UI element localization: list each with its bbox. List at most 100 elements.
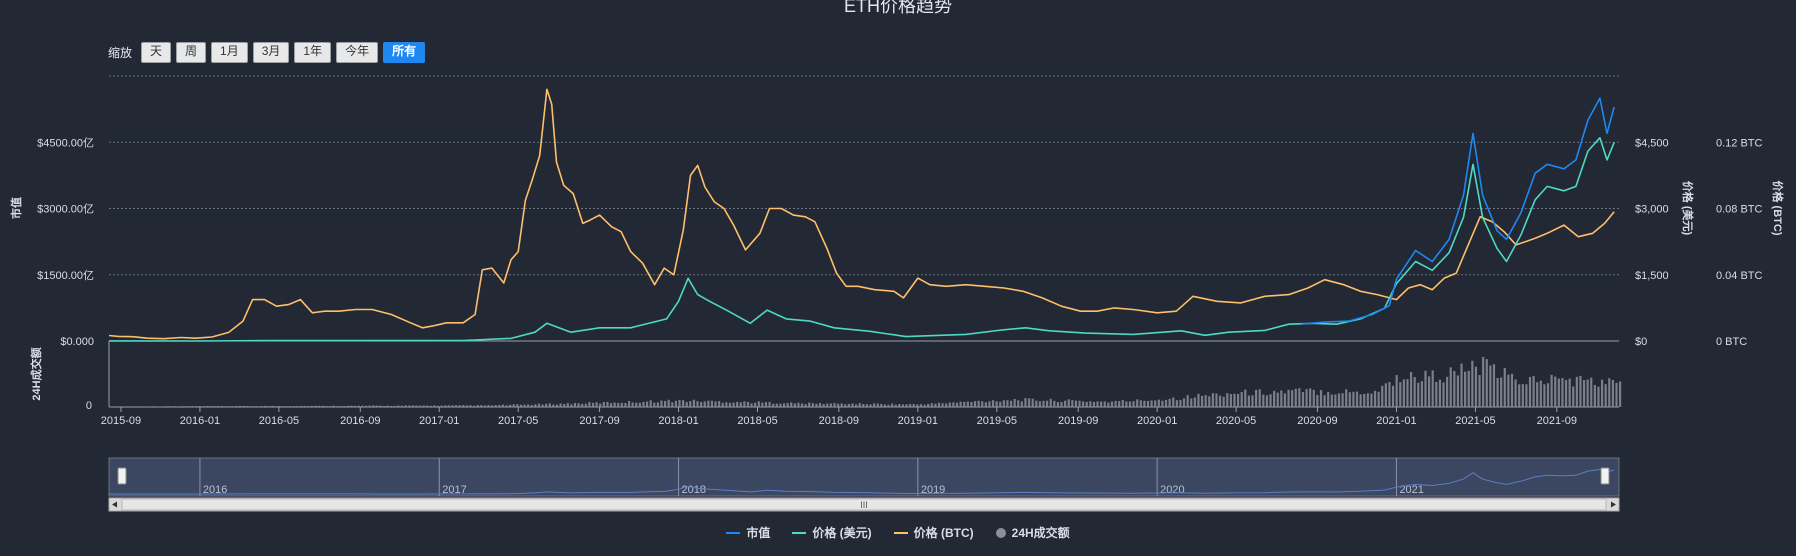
volume-bar: [501, 404, 505, 407]
volume-bar: [159, 406, 162, 407]
x-tick-label: 2020-05: [1216, 415, 1256, 427]
volume-bar: [1554, 376, 1557, 407]
zoom-button-1year[interactable]: 1年: [294, 42, 332, 63]
volume-bar: [1615, 382, 1618, 407]
volume-bar: [1305, 389, 1308, 407]
volume-bar: [361, 405, 364, 407]
zoom-button-all[interactable]: 所有: [383, 42, 426, 63]
volume-bar: [847, 403, 850, 407]
volume-bar: [1139, 400, 1142, 407]
navigator-year-label: 2018: [682, 484, 706, 496]
volume-bar: [591, 402, 595, 407]
volume-bar: [642, 401, 645, 407]
right-usd-tick-label: $1,500: [1635, 270, 1669, 282]
volume-bar: [145, 406, 148, 407]
volume-bar: [645, 401, 649, 407]
volume-bar: [444, 405, 447, 407]
volume-bar: [1402, 379, 1405, 407]
volume-bar: [534, 404, 537, 407]
volume-bar: [1586, 379, 1589, 407]
volume-bar: [314, 405, 317, 407]
volume-bar: [357, 405, 360, 407]
volume-bar: [1474, 366, 1478, 407]
scroll-right-icon[interactable]: [1611, 501, 1616, 508]
volume-bar: [862, 403, 865, 407]
volume-bar: [130, 406, 133, 407]
volume-bar: [1543, 384, 1546, 407]
volume-bar: [1435, 381, 1438, 407]
navigator[interactable]: 2016 2017 2018 2019 2020 2021 III: [108, 457, 1620, 512]
volume-bar: [1373, 390, 1377, 407]
volume-bar: [1579, 375, 1582, 407]
zoom-button-3month[interactable]: 3月: [252, 42, 290, 63]
legend-item[interactable]: 24H成交额: [995, 524, 1070, 541]
volume-bar: [1255, 389, 1258, 407]
volume-bar: [1038, 401, 1041, 407]
volume-bar: [613, 402, 616, 407]
navigator-series-line: [109, 468, 1615, 495]
volume-bar: [736, 401, 739, 407]
legend-item[interactable]: 价格 (美元): [792, 524, 872, 541]
volume-bar: [166, 406, 169, 407]
legend-item[interactable]: 市值: [726, 524, 770, 541]
volume-bar: [274, 406, 277, 407]
volume-bar: [1002, 400, 1005, 407]
volume-bar: [854, 404, 858, 407]
volume-bar: [999, 401, 1002, 407]
legend: 市值 价格 (美元) 价格 (BTC) 24H成交额: [0, 524, 1796, 541]
volume-bar: [1417, 382, 1420, 407]
volume-bar: [418, 405, 422, 407]
legend-item[interactable]: 价格 (BTC): [893, 524, 974, 541]
volume-bar: [559, 403, 562, 407]
volume-bar: [202, 406, 205, 407]
right-usd-tick-label: $3,000: [1635, 204, 1669, 216]
volume-bar: [227, 406, 231, 407]
volume-bar: [422, 405, 425, 407]
zoom-button-1month[interactable]: 1月: [211, 42, 248, 63]
volume-bar: [1017, 400, 1020, 407]
volume-bar: [836, 403, 840, 407]
zoom-button-week[interactable]: 周: [176, 42, 207, 63]
volume-bar: [991, 400, 995, 407]
volume-bar: [566, 403, 569, 407]
volume-bar: [973, 401, 977, 407]
volume-bar: [1619, 381, 1622, 407]
volume-bar: [1283, 393, 1287, 407]
volume-bar: [1247, 395, 1251, 407]
volume-bar: [1478, 375, 1481, 407]
scrollbar-thumb[interactable]: [121, 498, 1607, 511]
volume-bar: [1611, 379, 1614, 407]
volume-bar: [1564, 380, 1568, 407]
scroll-left-icon[interactable]: [112, 501, 117, 508]
volume-bar: [249, 406, 252, 407]
zoom-button-ytd[interactable]: 今年: [336, 42, 379, 63]
volume-axis-title: 24H成交额: [29, 347, 43, 400]
volume-bar: [1363, 394, 1366, 407]
volume-bar: [123, 406, 126, 407]
volume-bar: [869, 404, 872, 407]
volume-bar: [1200, 395, 1204, 407]
volume-bar: [1136, 399, 1139, 407]
volume-bar: [761, 402, 764, 407]
volume-bar: [278, 406, 281, 407]
volume-bar: [184, 406, 187, 407]
volume-bar: [808, 402, 811, 407]
volume-bar: [750, 403, 753, 407]
volume-bar: [220, 406, 223, 407]
volume-bar: [1157, 399, 1160, 407]
volume-bar: [638, 402, 641, 407]
navigator-left-handle[interactable]: [117, 467, 127, 485]
volume-bar: [328, 406, 332, 407]
volume-bar: [635, 402, 638, 407]
volume-bar: [1125, 401, 1128, 407]
volume-bar: [1413, 377, 1416, 407]
navigator-right-handle[interactable]: [1600, 467, 1610, 485]
zoom-button-day[interactable]: 天: [141, 42, 172, 63]
volume-bar: [465, 405, 468, 407]
volume-bars: [109, 356, 1622, 407]
volume-bar: [793, 403, 796, 407]
volume-bar: [1507, 374, 1510, 407]
volume-bar: [307, 406, 310, 407]
volume-bar: [1027, 398, 1031, 407]
volume-bar: [714, 401, 717, 407]
